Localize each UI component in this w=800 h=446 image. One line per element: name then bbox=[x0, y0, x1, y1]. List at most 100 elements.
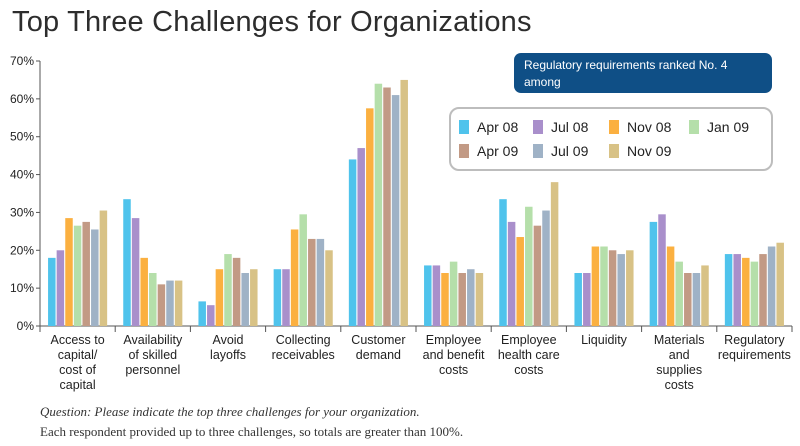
bar bbox=[383, 87, 391, 326]
bar bbox=[467, 269, 475, 326]
y-tick-label: 40% bbox=[10, 168, 34, 182]
legend-swatch bbox=[533, 120, 543, 134]
bar bbox=[701, 265, 709, 326]
bar bbox=[366, 108, 374, 326]
bar bbox=[99, 210, 108, 326]
bar bbox=[308, 238, 316, 326]
y-tick-label: 0% bbox=[17, 319, 35, 333]
bar bbox=[750, 261, 759, 326]
bar bbox=[215, 269, 224, 326]
legend-swatch bbox=[609, 120, 619, 134]
bar bbox=[649, 221, 658, 326]
bar bbox=[91, 229, 99, 326]
bar bbox=[675, 261, 683, 326]
bar bbox=[73, 225, 82, 326]
bar bbox=[617, 254, 625, 326]
legend-label: Nov 08 bbox=[627, 119, 672, 135]
bar bbox=[432, 265, 441, 326]
bar bbox=[475, 273, 484, 326]
bar bbox=[574, 273, 582, 326]
legend-label: Jul 08 bbox=[551, 119, 589, 135]
bar bbox=[224, 254, 232, 326]
bar bbox=[591, 246, 600, 326]
category-label: Access to bbox=[51, 333, 105, 347]
legend-item: Apr 08 bbox=[459, 119, 518, 135]
category-label: Employee bbox=[501, 333, 557, 347]
bar bbox=[724, 254, 733, 326]
category-label: Employee bbox=[426, 333, 482, 347]
bar bbox=[348, 159, 357, 326]
bar bbox=[626, 250, 634, 326]
bar bbox=[149, 273, 157, 326]
bar bbox=[174, 280, 183, 326]
bar bbox=[776, 242, 784, 326]
bar-chart: 0% 10% 20% 30% 40% 50% 60% 70% Access tocapital/… bbox=[10, 54, 793, 392]
bar bbox=[56, 250, 65, 326]
bar bbox=[449, 261, 458, 326]
legend-item: Jan 09 bbox=[689, 119, 749, 135]
bar bbox=[391, 95, 400, 326]
bar bbox=[767, 246, 776, 326]
y-tick-label: 50% bbox=[10, 130, 34, 144]
callout-box: Regulatory requirements ranked No. 4 amo… bbox=[514, 53, 772, 106]
legend-swatch bbox=[533, 144, 543, 158]
bar bbox=[157, 284, 166, 326]
callout-line-1: Regulatory requirements ranked No. 4 amo… bbox=[524, 58, 728, 89]
bar bbox=[742, 257, 750, 326]
category-label: supplies bbox=[656, 363, 702, 377]
y-tick-label: 70% bbox=[10, 54, 34, 68]
legend-item: Jul 09 bbox=[533, 143, 588, 159]
bar bbox=[499, 199, 507, 326]
legend-swatch bbox=[689, 120, 699, 134]
category-label: health care bbox=[498, 348, 560, 362]
category-label: personnel bbox=[125, 363, 180, 377]
bar bbox=[759, 254, 767, 326]
bar bbox=[198, 301, 206, 326]
bar bbox=[140, 257, 148, 326]
category-label: costs bbox=[514, 363, 543, 377]
bar bbox=[583, 273, 591, 326]
y-tick-label: 10% bbox=[10, 281, 34, 295]
bar bbox=[533, 225, 542, 326]
category-label: capital bbox=[60, 378, 96, 392]
category-label: receivables bbox=[272, 348, 335, 362]
category-label: of skilled bbox=[128, 348, 177, 362]
category-label: costs bbox=[665, 378, 694, 392]
bar bbox=[357, 148, 365, 326]
bar bbox=[400, 79, 408, 326]
y-tick-label: 60% bbox=[10, 92, 34, 106]
bar bbox=[692, 273, 701, 326]
legend-label: Apr 09 bbox=[477, 143, 519, 159]
bar bbox=[608, 250, 617, 326]
bar bbox=[733, 254, 741, 326]
category-label: Avoid bbox=[212, 333, 243, 347]
legend-label: Nov 09 bbox=[627, 143, 672, 159]
bar bbox=[299, 214, 307, 326]
bar bbox=[131, 218, 140, 326]
category-label: Collecting bbox=[276, 333, 331, 347]
bar bbox=[542, 210, 550, 326]
bar bbox=[316, 238, 325, 326]
bar bbox=[65, 218, 73, 326]
category-label: and bbox=[669, 348, 690, 362]
bar bbox=[123, 199, 131, 326]
bar bbox=[207, 305, 215, 326]
legend-label: Jul 09 bbox=[551, 143, 589, 159]
y-tick-label: 30% bbox=[10, 205, 34, 219]
bar bbox=[441, 273, 449, 326]
bar bbox=[525, 206, 533, 326]
legend-item: Nov 09 bbox=[609, 143, 671, 159]
category-label: Availability bbox=[123, 333, 183, 347]
y-tick-label: 20% bbox=[10, 243, 34, 257]
bar bbox=[290, 229, 299, 326]
bar bbox=[282, 269, 290, 326]
bar bbox=[458, 273, 466, 326]
category-label: capital/ bbox=[58, 348, 98, 362]
bar bbox=[658, 214, 666, 326]
legend-swatch bbox=[459, 144, 469, 158]
chart-legend: Apr 08 Jul 08 Nov 08 Jan 09 Apr 09 Jul 09 Nov … bbox=[449, 107, 773, 171]
totals-footnote: Each respondent provided up to three cha… bbox=[40, 424, 464, 439]
question-footnote: Question: Please indicate the top three … bbox=[40, 404, 420, 419]
category-label: Liquidity bbox=[581, 333, 628, 347]
legend-item: Nov 08 bbox=[609, 119, 671, 135]
